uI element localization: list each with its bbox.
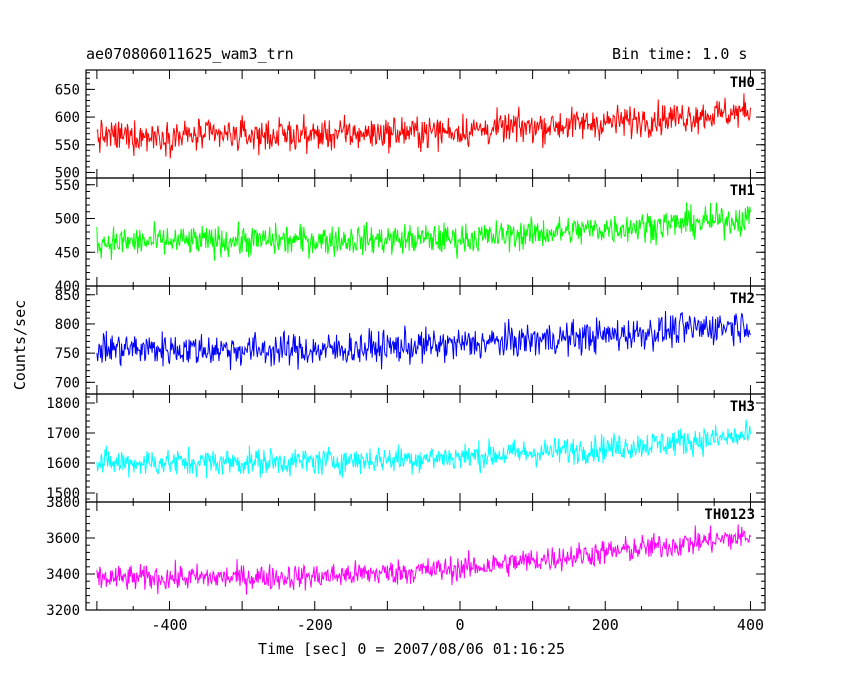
x-tick-label: -200 (297, 616, 333, 634)
panel-label: TH0 (730, 75, 755, 91)
x-tick-label: 200 (592, 616, 619, 634)
panel-frame (85, 69, 766, 179)
x-tick-label: 0 (455, 616, 464, 634)
chart-title: ae070806011625_wam3_trn (86, 45, 294, 63)
y-tick-label: 1500 (46, 486, 80, 502)
y-tick-label: 1800 (46, 396, 80, 412)
y-tick-label: 3800 (46, 495, 80, 511)
y-tick-label: 1600 (46, 456, 80, 472)
y-tick-label: 450 (55, 245, 80, 261)
y-tick-label: 650 (55, 82, 80, 98)
panel-label: TH2 (730, 291, 755, 307)
series-line-th0123 (96, 524, 751, 595)
y-tick-label: 700 (55, 375, 80, 391)
panel-label: TH1 (730, 183, 755, 199)
x-axis-label: Time [sec] 0 = 2007/08/06 01:16:25 (258, 640, 566, 658)
y-tick-label: 3600 (46, 531, 80, 547)
series-line-th1 (96, 202, 751, 261)
panel-frame (85, 501, 766, 611)
panel-label: TH3 (730, 399, 755, 415)
y-axis-label: Counts/sec (11, 299, 29, 391)
y-tick-label: 600 (55, 110, 80, 126)
series-line-th2 (96, 310, 751, 371)
y-tick-label: 1700 (46, 426, 80, 442)
y-tick-label: 550 (55, 138, 80, 154)
y-tick-label: 500 (55, 212, 80, 228)
y-tick-label: 3400 (46, 567, 80, 583)
y-tick-label: 800 (55, 317, 80, 333)
y-tick-label: 750 (55, 346, 80, 362)
series-line-th3 (96, 419, 751, 479)
y-tick-label: 550 (55, 178, 80, 194)
y-tick-label: 500 (55, 165, 80, 181)
y-tick-label: 850 (55, 288, 80, 304)
bin-time-label: Bin time: 1.0 s (612, 45, 748, 63)
x-tick-label: -400 (151, 616, 187, 634)
x-tick-label: 400 (737, 616, 764, 634)
y-tick-label: 400 (55, 279, 80, 295)
y-tick-label: 3200 (46, 603, 80, 619)
panel-label: TH0123 (704, 507, 755, 523)
series-line-th0 (96, 93, 751, 159)
